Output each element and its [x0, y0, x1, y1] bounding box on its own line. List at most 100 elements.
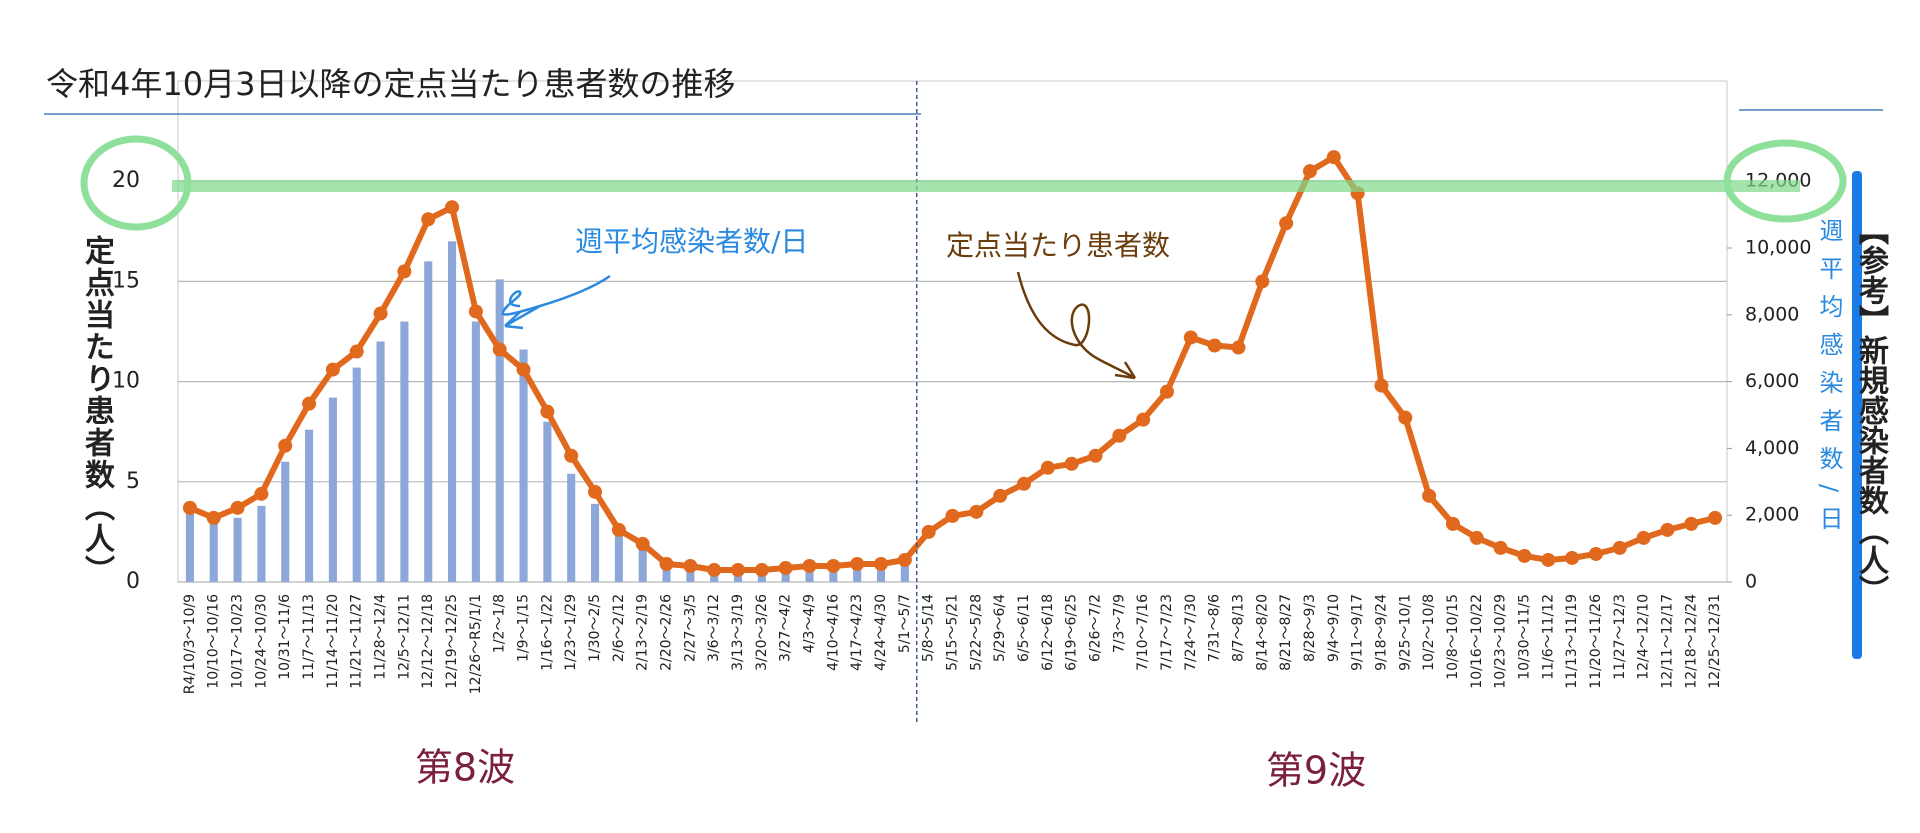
- x-tick-label: 4/10～4/16: [825, 594, 841, 671]
- line-marker: [993, 488, 1008, 503]
- line-marker: [826, 558, 841, 573]
- x-tick-label: 10/16～10/22: [1469, 594, 1485, 689]
- x-tick-label: 4/3～4/9: [802, 594, 818, 653]
- line-marker: [1207, 338, 1222, 353]
- x-tick-label: 5/29～6/4: [992, 594, 1008, 662]
- line-marker: [349, 344, 364, 359]
- line-marker: [945, 508, 960, 523]
- chart-title: 令和4年10月3日以降の定点当たり患者数の推移: [46, 65, 735, 103]
- bar: [900, 561, 909, 582]
- x-tick-label: 7/17～7/23: [1159, 594, 1175, 671]
- bar: [209, 519, 218, 582]
- x-tick-label: 1/2～1/8: [492, 594, 508, 653]
- x-tick-label: 12/26～R5/1/1: [468, 594, 484, 694]
- bar: [876, 563, 886, 582]
- bar: [519, 349, 528, 582]
- x-tick-label: 2/6～2/12: [611, 594, 627, 662]
- x-tick-label: 7/10～7/16: [1135, 594, 1151, 671]
- y2-tick-label: 10,000: [1745, 237, 1811, 259]
- x-tick-label: 10/30～11/5: [1516, 594, 1532, 680]
- line-marker: [1517, 548, 1532, 563]
- x-tick-label: 2/20～2/26: [659, 594, 675, 671]
- line-marker: [564, 448, 579, 463]
- line-marker: [635, 536, 650, 551]
- x-tick-label: 3/13～3/19: [730, 594, 746, 671]
- line-marker: [659, 556, 674, 571]
- plot: 0510152002,0004,0006,0008,00010,00012,00…: [112, 81, 1811, 722]
- x-tick-label: 3/20～3/26: [754, 594, 770, 671]
- x-tick-label: 12/5～12/11: [396, 594, 412, 680]
- line-marker: [1159, 384, 1174, 399]
- bar: [281, 461, 290, 582]
- x-tick-label: 1/30～2/5: [587, 594, 603, 662]
- line-marker: [754, 562, 769, 577]
- line-marker: [1326, 150, 1341, 165]
- x-tick-label: 10/17～10/23: [230, 594, 246, 689]
- line-marker: [373, 306, 388, 321]
- x-tick-label: 6/12～6/18: [1040, 594, 1056, 671]
- x-tick-label: 5/8～5/14: [921, 594, 937, 662]
- bar: [853, 563, 862, 582]
- line-marker: [492, 342, 507, 357]
- x-tick-label: 11/7～11/13: [301, 594, 317, 680]
- circle-mark: [80, 135, 192, 231]
- line-marker: [1112, 428, 1127, 443]
- y-tick-label: 10: [112, 369, 140, 394]
- line-marker: [683, 558, 698, 573]
- line-marker: [921, 524, 936, 539]
- line-marker: [540, 404, 555, 419]
- x-tick-label: 9/25～10/1: [1397, 594, 1413, 671]
- x-tick-label: 9/11～9/17: [1350, 594, 1366, 671]
- bar: [185, 501, 194, 582]
- wave-label: 第8波: [415, 746, 515, 790]
- x-tick-label: 1/9～1/15: [516, 594, 532, 662]
- bar: [305, 429, 314, 582]
- y-tick-label: 0: [126, 569, 140, 594]
- y2-tick-label: 4,000: [1745, 437, 1799, 459]
- x-tick-label: 10/31～11/6: [277, 594, 293, 680]
- line-marker: [1445, 516, 1460, 531]
- x-tick-label: 11/14～11/20: [325, 594, 341, 689]
- x-tick-label: 10/2～10/8: [1421, 594, 1437, 671]
- handwritten-arrow: [504, 304, 541, 330]
- y2-tick-label: 0: [1745, 571, 1757, 593]
- line-marker: [182, 500, 197, 515]
- bar: [328, 397, 337, 582]
- x-tick-label: 10/10～10/16: [206, 594, 222, 689]
- line-marker: [1279, 216, 1294, 231]
- handwritten-arrow: [501, 274, 611, 316]
- line-marker: [397, 264, 412, 279]
- x-tick-label: 11/6～11/12: [1540, 594, 1556, 680]
- line-marker: [516, 362, 531, 377]
- x-tick-label: 6/26～7/2: [1087, 594, 1103, 662]
- x-tick-label: 11/27～12/3: [1612, 594, 1628, 680]
- line-marker: [969, 504, 984, 519]
- x-tick-label: 4/17～4/23: [849, 594, 865, 671]
- line-marker: [1588, 546, 1603, 561]
- x-tick-label: 8/21～8/27: [1278, 594, 1294, 671]
- handwritten-label: 週平均感染者数/日: [1815, 218, 1843, 545]
- x-tick-label: 9/4～9/10: [1326, 594, 1342, 662]
- x-tick-label: 3/6～3/12: [706, 594, 722, 662]
- x-tick-label: 7/31～8/6: [1207, 594, 1223, 662]
- line-marker: [1255, 274, 1270, 289]
- line-marker: [1398, 410, 1413, 425]
- bar: [662, 565, 671, 582]
- x-tick-label: 11/21～11/27: [349, 594, 365, 689]
- plot-frame: [177, 80, 1728, 583]
- line-marker: [421, 212, 436, 227]
- bar: [543, 421, 552, 582]
- line-marker: [1493, 540, 1508, 555]
- x-tick-label: 5/22～5/28: [968, 594, 984, 671]
- y2-tick-label: 8,000: [1745, 303, 1799, 325]
- bar: [495, 279, 504, 582]
- y-tick-label: 5: [126, 469, 140, 494]
- x-tick-label: 10/23～10/29: [1493, 594, 1509, 689]
- x-tick-label: 2/13～2/19: [635, 594, 651, 671]
- x-tick-label: 1/23～1/29: [563, 594, 579, 671]
- line-marker: [254, 486, 269, 501]
- y-tick-label: 15: [112, 268, 140, 293]
- y2-axis-title: 【参考】新規感染者数（人）: [1853, 215, 1888, 605]
- bar: [233, 517, 242, 582]
- line-marker: [1612, 540, 1627, 555]
